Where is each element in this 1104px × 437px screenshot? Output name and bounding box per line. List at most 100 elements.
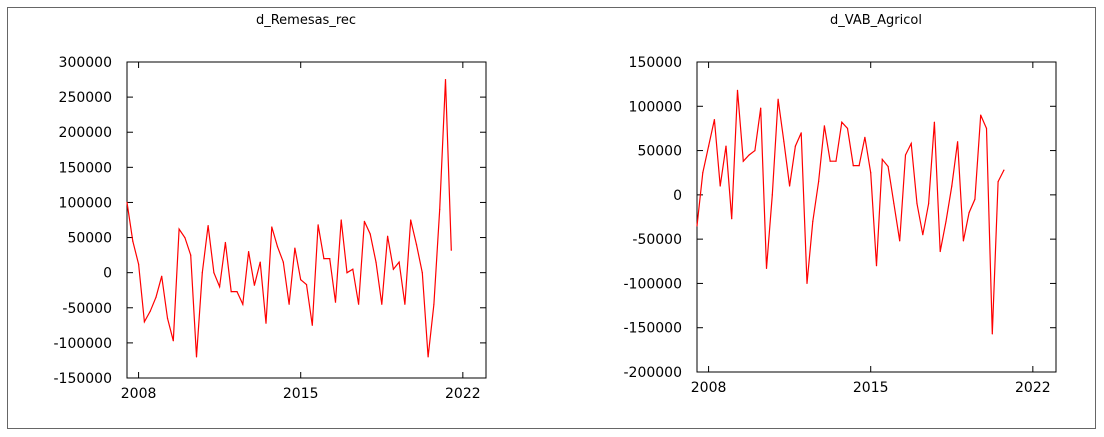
chart-1-data-point	[404, 303, 406, 305]
chart-1-ytick-label: 300000	[59, 55, 112, 71]
chart-1-title: d_Remesas_rec	[256, 13, 356, 28]
chart-2-data-point	[951, 185, 953, 187]
chart-1-ytick-label: -150000	[54, 371, 113, 387]
chart-1-data-point	[184, 237, 186, 239]
chart-1-ytick-label: -50000	[62, 301, 112, 317]
chart-2-data-point	[841, 121, 843, 123]
chart-2-ytick-label: 100000	[629, 99, 682, 115]
chart-2-xtick-label: 2015	[853, 380, 889, 396]
chart-1-data-point	[288, 303, 290, 305]
chart-2-data-point	[736, 89, 739, 91]
chart-1-data-point	[381, 303, 383, 305]
chart-1-data-point	[236, 291, 238, 293]
chart-2-ytick-label: 50000	[637, 144, 682, 160]
chart-1-data-point	[166, 317, 169, 319]
chart-2-data-point	[765, 267, 768, 269]
chart-1-ytick-label: 0	[103, 266, 112, 282]
chart-1-data-point	[323, 258, 325, 260]
chart-2-data-point	[696, 225, 698, 227]
chart-2-data-point	[939, 250, 941, 253]
chart-1-data-point	[138, 263, 140, 265]
chart-2-data-point	[846, 127, 849, 129]
chart-1-data-point	[161, 275, 163, 277]
chart-1-data-point	[363, 220, 365, 222]
chart-2-data-point	[742, 160, 744, 162]
chart-2-data-point	[887, 165, 889, 168]
chart-2-data-point	[719, 185, 721, 187]
chart-1-data-point	[224, 241, 226, 244]
chart-2-data-point	[893, 203, 895, 205]
chart-2-data-point	[904, 154, 907, 156]
chart-1-data-point	[190, 254, 192, 256]
chart-2-data-point	[1003, 169, 1005, 171]
chart-1-data-point	[259, 261, 261, 263]
chart-2-ytick-label: -100000	[624, 276, 683, 292]
chart-1-ytick-label: 100000	[59, 195, 112, 211]
chart-1-series-line	[126, 79, 452, 357]
chart-1-data-point	[178, 228, 180, 230]
chart-1-data-point	[415, 244, 418, 246]
chart-2-ytick-label: -50000	[632, 232, 682, 248]
chart-1-data-point	[149, 310, 151, 312]
chart-2-data-point	[725, 145, 727, 147]
chart-2-data-point	[800, 132, 802, 134]
chart-2-data-point	[864, 136, 866, 138]
chart-2-data-point	[754, 150, 756, 152]
chart-2-data-point	[875, 265, 878, 267]
chart-1-data-point	[219, 286, 221, 288]
chart-2-data-point	[916, 203, 918, 205]
chart-1-data-point	[271, 226, 273, 228]
chart-1-ytick-label: 150000	[59, 160, 112, 176]
chart-2-data-point	[748, 154, 750, 156]
chart-2-data-point	[760, 107, 762, 109]
chart-1-data-point	[421, 272, 423, 274]
chart-1-ytick-label: 250000	[59, 90, 112, 106]
chart-1-data-point	[155, 296, 157, 298]
chart-2-data-point	[794, 145, 797, 147]
chart-1-data-point	[352, 268, 354, 270]
chart-2-data-point	[852, 165, 854, 167]
chart-2-xtick-label: 2008	[691, 380, 727, 396]
chart-1-data-point	[132, 240, 134, 242]
chart-2-data-point	[974, 198, 976, 200]
chart-1-xtick-label: 2022	[445, 386, 481, 402]
chart-1-data-point	[346, 272, 348, 274]
chart-1-data-point	[126, 201, 128, 203]
chart-1-data-point	[340, 219, 342, 221]
chart-1-ytick-label: 200000	[59, 125, 112, 141]
chart-2-data-point	[962, 240, 965, 242]
chart-1-data-point	[195, 356, 198, 358]
chart-2-data-point	[928, 203, 930, 205]
graph-window-frame	[7, 7, 1096, 429]
chart-1-data-point	[433, 303, 435, 305]
chart-1-data-point	[248, 251, 250, 253]
chart-1-data-point	[213, 272, 215, 274]
chart-2-data-point	[708, 145, 710, 147]
chart-2-data-point	[870, 172, 872, 174]
chart-1-data-point	[317, 224, 319, 226]
chart-2-data-point	[985, 127, 988, 129]
chart-1-data-point	[230, 291, 232, 293]
chart-1-data-point	[444, 79, 447, 81]
chart-1-data-point	[253, 284, 255, 286]
chart-1-data-point	[450, 249, 452, 251]
chart-2-data-point	[968, 212, 970, 214]
chart-1-data-point	[282, 261, 284, 263]
chart-1-data-point	[358, 303, 360, 305]
chart-2-data-point	[957, 141, 959, 143]
chart-1-data-point	[392, 268, 394, 270]
chart-1-data-point	[427, 356, 429, 358]
chart-1-ytick-label: -100000	[54, 336, 113, 352]
chart-2-data-point	[731, 218, 733, 220]
chart-2-data-point	[818, 181, 820, 183]
chart-2-data-point	[806, 282, 808, 284]
chart-2-data-point	[922, 234, 924, 236]
chart-1-data-point	[294, 247, 296, 249]
chart-2-data-point	[829, 160, 831, 162]
chart-1-data-point	[242, 303, 244, 305]
chart-2-data-point	[858, 165, 860, 167]
chart-2-data-point	[702, 172, 704, 174]
chart-2-data-point	[713, 119, 716, 121]
chart-2-data-point	[771, 194, 773, 196]
